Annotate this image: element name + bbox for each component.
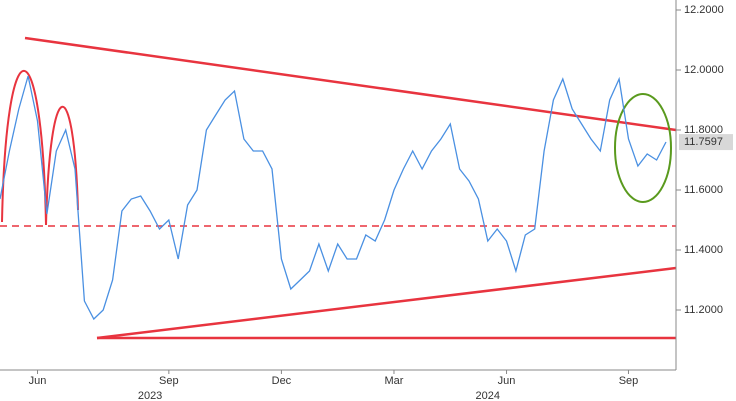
x-tick-label: Sep bbox=[159, 375, 179, 387]
x-tick-label: Jun bbox=[498, 375, 516, 387]
arc bbox=[1, 69, 47, 226]
rising-trendline bbox=[96, 266, 677, 340]
highlight-ellipse bbox=[614, 93, 672, 203]
annotations bbox=[0, 36, 677, 340]
x-group-label: 2023 bbox=[138, 390, 162, 401]
price-line bbox=[0, 75, 667, 321]
y-tick-label: 11.6000 bbox=[684, 184, 723, 196]
y-tick-label: 12.0000 bbox=[684, 64, 724, 76]
falling-trendline bbox=[24, 36, 677, 132]
x-group-label: 2024 bbox=[476, 390, 500, 401]
y-tick-label: 12.2000 bbox=[684, 4, 724, 16]
x-tick-label: Dec bbox=[272, 375, 292, 387]
last-value-box bbox=[679, 134, 733, 151]
x-tick-label: Mar bbox=[384, 375, 403, 387]
y-tick-label: 11.4000 bbox=[684, 244, 723, 256]
y-tick-label: 11.2000 bbox=[684, 304, 723, 316]
x-tick-label: Jun bbox=[29, 375, 47, 387]
last-value-label: 11.7597 bbox=[684, 136, 723, 148]
arc bbox=[45, 105, 79, 226]
y-tick-label: 11.8000 bbox=[684, 124, 723, 136]
x-tick-label: Sep bbox=[619, 375, 639, 387]
